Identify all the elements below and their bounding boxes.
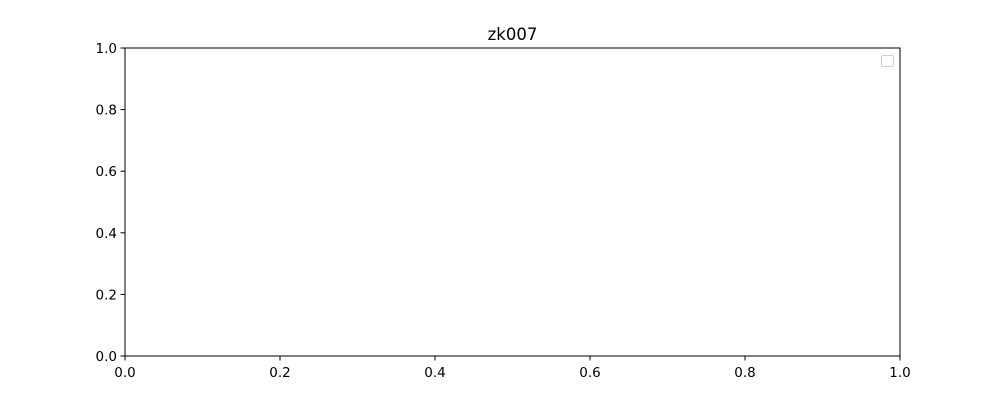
x-tick-label: 0.6 — [579, 365, 600, 381]
y-tick-label: 0.6 — [96, 164, 117, 180]
x-tick-label: 0.0 — [114, 365, 135, 381]
y-tick-label: 0.2 — [96, 287, 117, 303]
y-tick-label: 1.0 — [96, 41, 117, 57]
y-axis: 0.0 0.2 0.4 0.6 0.8 1.0 — [96, 41, 125, 365]
x-tick-label: 0.2 — [269, 365, 290, 381]
plot-area — [124, 47, 901, 357]
y-tick-label: 0.0 — [96, 349, 117, 365]
x-tick-label: 0.4 — [424, 365, 445, 381]
legend-box — [881, 55, 894, 67]
x-tick-label: 1.0 — [889, 365, 910, 381]
chart-title: zk007 — [488, 25, 538, 44]
x-axis: 0.0 0.2 0.4 0.6 0.8 1.0 — [114, 356, 911, 381]
y-tick-label: 0.8 — [96, 103, 117, 119]
x-tick-label: 0.8 — [734, 365, 755, 381]
y-tick-label: 0.4 — [96, 226, 117, 242]
